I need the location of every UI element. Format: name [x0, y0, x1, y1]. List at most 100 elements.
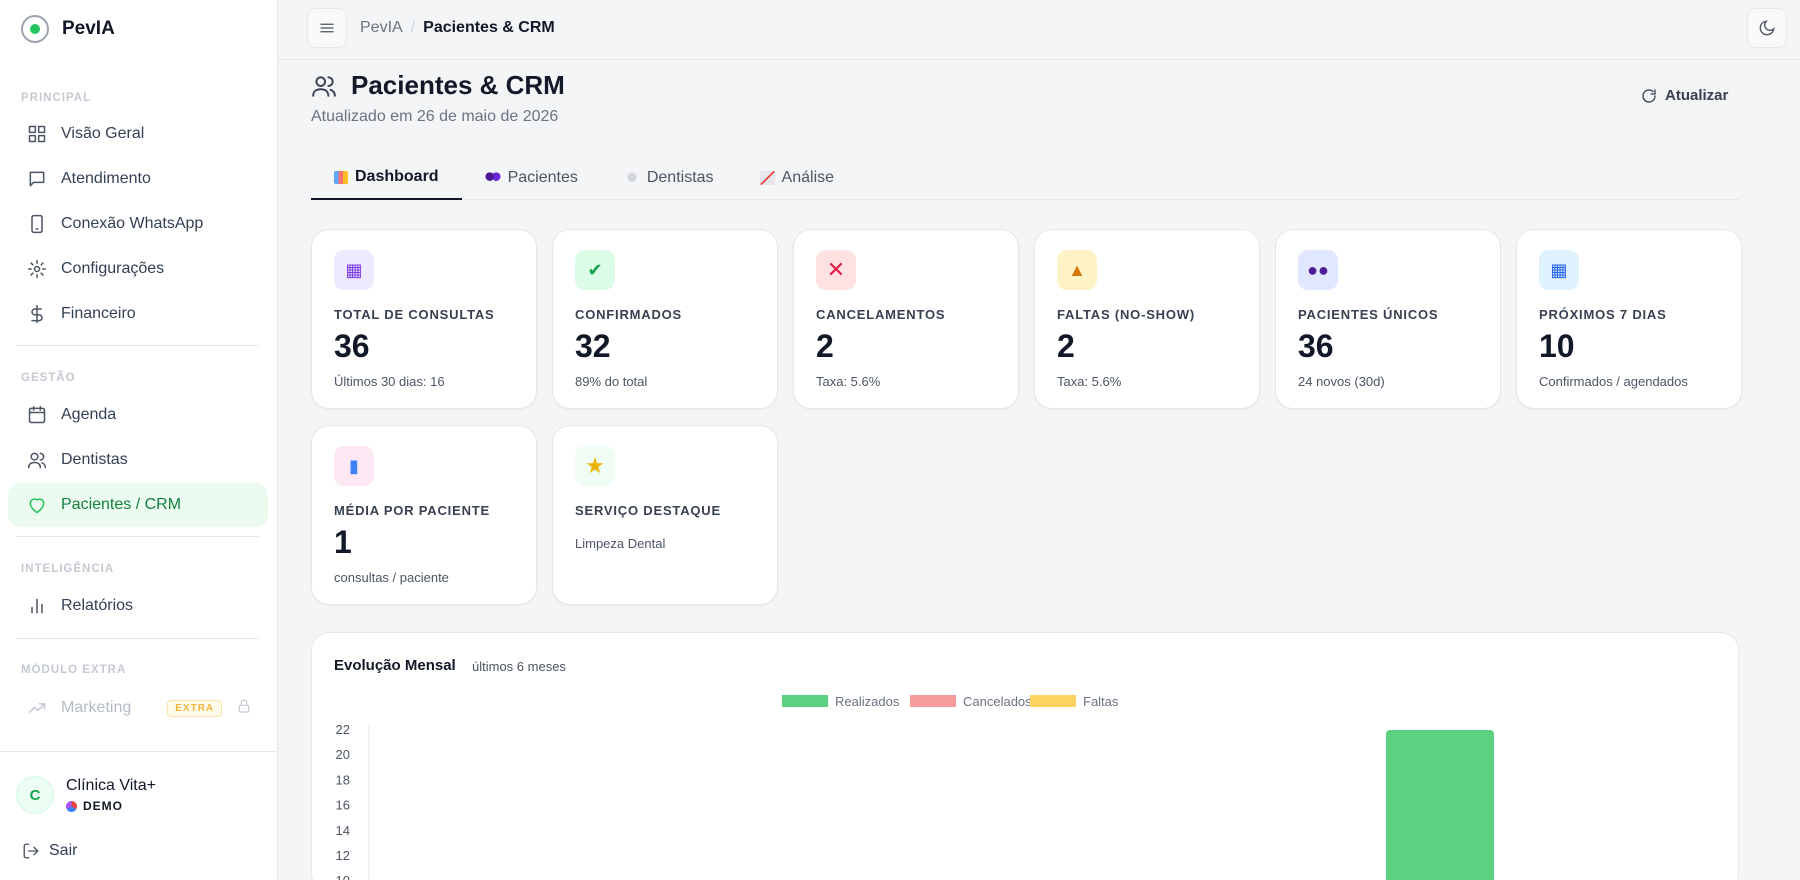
refresh-label: Atualizar: [1665, 87, 1729, 104]
sidebar-item-financeiro[interactable]: Financeiro: [8, 292, 268, 336]
stat-value: 36: [334, 328, 370, 364]
tab-dashboard[interactable]: Dashboard: [311, 156, 462, 200]
stat-sub: Taxa: 5.6%: [1057, 374, 1122, 389]
logout-icon: [23, 843, 39, 859]
heart-icon: [29, 498, 45, 514]
theme-toggle-button[interactable]: [1747, 8, 1787, 48]
y-tick-label: 18: [336, 772, 350, 787]
sidebar-divider: [16, 345, 259, 346]
section-title-inteligencia: INTELIGÊNCIA: [21, 563, 115, 575]
dollar-icon: [31, 304, 43, 324]
page-header: Pacientes & CRM Atualizado em 26 de maio…: [311, 70, 565, 126]
stat-sub: consultas / paciente: [334, 570, 449, 585]
y-tick-label: 16: [336, 798, 350, 813]
stat-value: 2: [816, 328, 834, 364]
people-emoji-icon: [484, 171, 501, 185]
stat-label: CANCELAMENTOS: [816, 307, 946, 322]
menu-icon: [320, 23, 334, 33]
sidebar-item-agenda[interactable]: Agenda: [8, 393, 268, 437]
tab-bar: Dashboard Pacientes Dentistas Análise: [311, 156, 1739, 200]
stat-sub: Limpeza Dental: [575, 536, 666, 551]
plan-badge: DEMO: [66, 799, 156, 813]
sidebar-item-marketing[interactable]: Marketing EXTRA: [8, 686, 268, 730]
sidebar-item-visao-geral[interactable]: Visão Geral: [8, 112, 268, 156]
stat-value: 2: [1057, 328, 1075, 364]
refresh-icon: [1642, 88, 1656, 103]
chart-card: Evolução Mensal últimos 6 meses Realizad…: [311, 632, 1739, 880]
stat-card-pacientes-unicos: ●● PACIENTES ÚNICOS 36 24 novos (30d): [1275, 229, 1501, 409]
sidebar-item-configuracoes[interactable]: Configurações: [8, 247, 268, 291]
user-profile[interactable]: C Clínica Vita+ DEMO: [16, 776, 156, 814]
section-title-gestao: GESTÃO: [21, 372, 76, 384]
legend-swatch: [782, 695, 828, 707]
plan-label: DEMO: [83, 799, 123, 813]
logout-button[interactable]: Sair: [22, 842, 77, 860]
stat-card-cancelamentos: ✕ CANCELAMENTOS 2 Taxa: 5.6%: [793, 229, 1019, 409]
calendar-icon: ▦: [334, 250, 374, 290]
gear-icon: [27, 259, 47, 279]
stat-label: MÉDIA POR PACIENTE: [334, 503, 490, 518]
trend-emoji-icon: [759, 171, 775, 185]
y-tick-label: 22: [336, 722, 350, 737]
stat-card-faltas: ▲ FALTAS (NO-SHOW) 2 Taxa: 5.6%: [1034, 229, 1260, 409]
section-title-modulo-extra: MÓDULO EXTRA: [21, 664, 127, 676]
stat-value: 1: [334, 524, 352, 560]
sidebar-item-label: Visão Geral: [61, 125, 145, 142]
users-icon: [312, 75, 336, 97]
legend-swatch: [1030, 695, 1076, 707]
tooth-emoji-icon: [623, 171, 640, 185]
bar-chart-icon: [31, 598, 43, 614]
warning-icon: ▲: [1057, 250, 1097, 290]
stat-sub: Taxa: 5.6%: [816, 374, 881, 389]
legend-swatch: [910, 695, 956, 707]
stat-sub: 24 novos (30d): [1298, 374, 1385, 389]
stat-label: SERVIÇO DESTAQUE: [575, 503, 721, 518]
tab-label: Pacientes: [507, 169, 578, 186]
sidebar: PevIA PRINCIPAL Visão Geral Atendimento …: [0, 0, 278, 880]
tab-pacientes[interactable]: Pacientes: [462, 156, 601, 200]
menu-toggle-button[interactable]: [307, 8, 347, 48]
tab-analise[interactable]: Análise: [737, 156, 857, 200]
stat-value: 32: [575, 328, 611, 364]
refresh-button[interactable]: Atualizar: [1641, 87, 1728, 104]
avatar: C: [16, 776, 54, 814]
tab-label: Análise: [781, 169, 835, 186]
trend-icon: [28, 703, 46, 713]
check-icon: ✔: [575, 250, 615, 290]
legend-label: Realizados: [835, 694, 900, 709]
breadcrumb-current: Pacientes & CRM: [423, 19, 555, 36]
sidebar-divider: [16, 536, 259, 537]
tab-label: Dentistas: [646, 169, 714, 186]
topbar: PevIA / Pacientes & CRM: [278, 0, 1800, 60]
plan-icon: [66, 800, 77, 812]
sidebar-item-pacientes-crm[interactable]: Pacientes / CRM: [8, 483, 268, 527]
stat-label: TOTAL DE CONSULTAS: [334, 307, 495, 322]
sidebar-item-dentistas[interactable]: Dentistas: [8, 438, 268, 482]
users-icon: [27, 452, 47, 469]
stat-label: CONFIRMADOS: [575, 307, 683, 322]
breadcrumb-root[interactable]: PevIA: [360, 19, 403, 36]
logo-icon: [21, 15, 49, 43]
sidebar-item-label: Conexão WhatsApp: [61, 215, 204, 232]
breadcrumb: PevIA / Pacientes & CRM: [360, 19, 555, 37]
sidebar-item-atendimento[interactable]: Atendimento: [8, 157, 268, 201]
bar-realizados: [1386, 730, 1494, 880]
brand[interactable]: PevIA: [0, 0, 277, 58]
calendar-icon: ▦: [1539, 250, 1579, 290]
tab-dentistas[interactable]: Dentistas: [601, 156, 737, 200]
section-title-principal: PRINCIPAL: [21, 92, 92, 104]
bar-chart-emoji-icon: [334, 170, 348, 184]
sidebar-item-conexao-whatsapp[interactable]: Conexão WhatsApp: [8, 202, 268, 246]
sidebar-item-relatorios[interactable]: Relatórios: [8, 584, 268, 628]
sidebar-item-label: Financeiro: [61, 305, 136, 322]
y-tick-label: 20: [336, 747, 350, 762]
stat-card-proximos-7-dias: ▦ PRÓXIMOS 7 DIAS 10 Confirmados / agend…: [1516, 229, 1742, 409]
y-tick-label: 12: [336, 848, 350, 863]
sidebar-item-label: Marketing: [61, 699, 132, 716]
chart-title: Evolução Mensal: [334, 657, 456, 674]
legend-label: Faltas: [1083, 694, 1119, 709]
page-title: Pacientes & CRM: [351, 70, 565, 100]
x-icon: ✕: [816, 250, 856, 290]
sidebar-item-label: Pacientes / CRM: [61, 496, 182, 513]
sidebar-item-label: Agenda: [61, 406, 117, 423]
